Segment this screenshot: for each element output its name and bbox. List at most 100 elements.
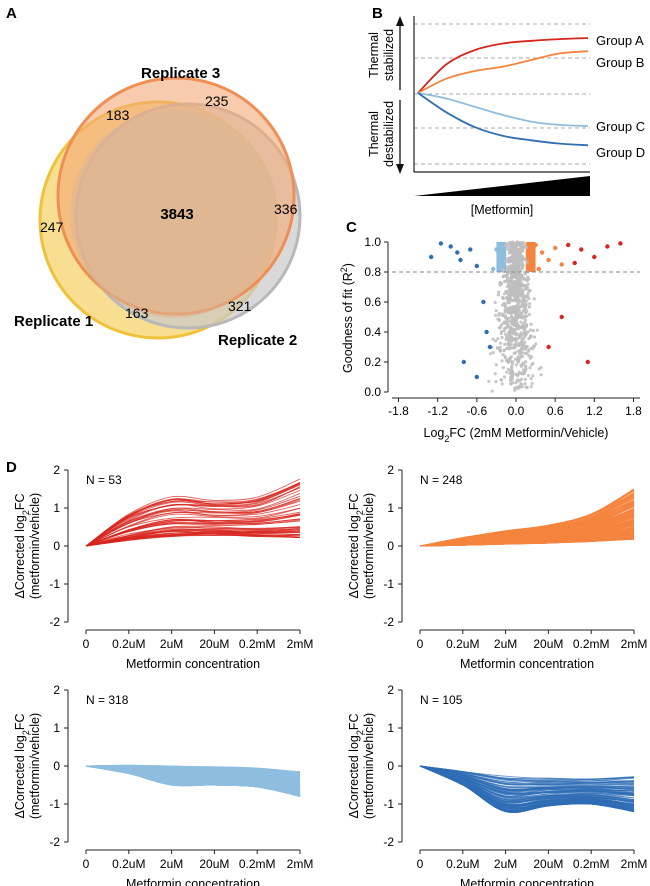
line-series [419,765,635,812]
scatter-point-group-d [487,344,493,350]
line-series [85,765,301,794]
scatter-point-gray [530,355,534,359]
scatter-point-gray [520,351,525,355]
scatter-point-gray [510,331,515,335]
scatter-point-gray [498,325,503,329]
schematic-curve-group-d [417,92,589,147]
scatter-point-gray [502,348,506,352]
scatter-point-gray [513,323,517,327]
scatter-point-gray [505,370,509,374]
scatter-point-group-d [474,263,479,269]
scatter-point-gray [532,297,536,301]
venn-center-overlap [70,110,278,318]
line-series [85,765,301,790]
line-series [419,517,635,547]
scatter-point-gray [519,348,523,352]
line-y-tick: -2 [383,615,394,629]
group-d-label: Group D [596,145,645,160]
scatter-point-gray [524,347,528,351]
line-series [419,765,635,808]
scatter-point-gray [514,341,518,345]
line-series [419,765,635,782]
line-x-tick: 2mM [287,857,314,871]
scatter-point-gray [509,326,513,330]
scatter-point-gray [518,314,522,318]
schematic-curves [417,37,589,147]
scatter-point-gray [490,389,494,393]
scatter-point-gray [519,246,523,250]
scatter-point-gray [513,386,517,390]
scatter-point-gray [522,336,526,340]
line-x-tick: 0 [417,857,424,871]
line-series [85,478,301,547]
line-xlabel: Metformin concentration [460,657,594,671]
scatter-point-gray [528,335,533,339]
scatter-point-gray [529,346,534,350]
line-y-tick: 2 [53,463,60,477]
scatter-point-gray [519,382,523,386]
line-series [85,513,301,547]
line-series-group-group-d [419,765,635,813]
scatter-point-group-a [572,260,577,266]
scatter-point-gray [522,306,527,311]
line-panel-count-label: N = 105 [420,693,463,707]
scatter-point-gray [521,361,525,365]
scatter-point-gray [491,351,495,355]
scatter-point-group-a [559,314,564,320]
scatter-point-gray [509,274,513,278]
scatter-x-tick: -1.8 [388,404,409,418]
panel-label-c: C [346,219,357,236]
line-y-tick: 0 [53,539,60,553]
venn-count-r3-only: 235 [205,93,229,109]
venn-label-replicate-2: Replicate 2 [218,332,297,349]
scatter-point-gray [520,294,524,298]
scatter-y-tick: 0.6 [364,295,381,309]
scatter-point-gray [511,309,515,313]
scatter-point-gray [491,337,495,341]
scatter-point-gray [515,308,519,312]
scatter-point-gray [507,336,511,340]
scatter-point-gray [505,322,509,326]
line-series-group-group-a [85,478,301,547]
scatter-point-gray [534,342,538,346]
panel-label-b: B [372,5,383,22]
line-series [419,765,635,802]
scatter-point-gray [515,291,520,295]
venn-label-replicate-1: Replicate 1 [14,313,93,330]
scatter-point-gray [504,259,508,263]
scatter-point-gray [526,291,530,295]
scatter-point-gray [523,298,527,302]
scatter-point-gray [511,338,515,342]
scatter-point-gray [514,258,518,262]
line-y-tick: 2 [53,683,60,697]
scatter-point-gray [503,243,507,247]
scatter-point-gray [499,378,503,382]
scatter-x-tick: 1.8 [625,404,642,418]
scatter-point-gray [531,328,535,333]
line-x-tick: 20uM [199,857,229,871]
scatter-point-gray [506,330,511,334]
line-series [419,765,635,792]
scatter-point-gray [525,279,529,283]
scatter-point-gray [514,283,518,287]
scatter-point-gray [511,286,515,290]
line-ylabel-2: (metformin/vehicle) [362,493,376,599]
line-x-tick: 0.2uM [446,857,479,871]
scatter-point-gray [524,332,528,336]
scatter-point-gray [505,275,509,279]
scatter-point-gray [514,248,518,252]
scatter-point-gray [518,356,522,360]
line-series [85,504,301,547]
scatter-y-tick: 0.0 [364,385,381,399]
scatter-point-group-d [461,359,466,365]
line-series [419,765,635,780]
scatter-point-gray [519,241,523,245]
scatter-point-group-a [585,359,590,365]
scatter-point-gray [520,333,524,337]
scatter-point-gray [515,313,519,317]
scatter-point-group-b [536,266,541,272]
line-series [85,482,301,547]
scatter-point-gray [487,379,491,383]
scatter-point-gray [494,313,498,317]
scatter-x-tick: 0.6 [547,404,564,418]
